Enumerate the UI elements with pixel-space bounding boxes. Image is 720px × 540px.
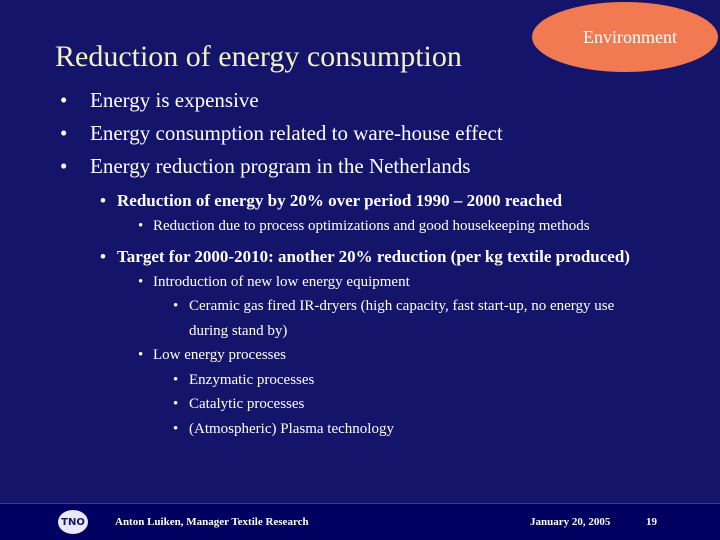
bullet-text: Low energy processes	[153, 347, 287, 363]
bullet-marker: •	[173, 371, 179, 388]
bullet-list: • Energy is expensive • Energy consumption …	[0, 84, 720, 441]
bullet-text: Catalytic processes	[189, 396, 305, 412]
bullet-item: • Ceramic gas fired IR-dryers (high capac…	[173, 294, 649, 343]
bullet-text: Introduction of new low energy equipment	[153, 273, 410, 290]
bullet-marker: •	[138, 218, 144, 234]
section-tag: Environment	[532, 2, 718, 72]
bullet-item: • Target for 2000-2010: another 20% reduc…	[100, 243, 647, 442]
bullet-text: Target for 2000-2010: another 20% reduct…	[117, 246, 630, 266]
footer-date: January 20, 2005	[530, 516, 611, 528]
page-number: 19	[646, 516, 657, 528]
bullet-text: Energy is expensive	[90, 88, 259, 112]
bullet-marker: •	[60, 154, 68, 178]
bullet-item: • Introduction of new low energy equipmen…	[138, 270, 623, 344]
bullet-marker: •	[138, 347, 144, 363]
bullet-marker: •	[60, 121, 68, 145]
bullet-item: • Energy is expensive	[60, 84, 680, 117]
bullet-marker: •	[138, 273, 144, 290]
footer-author: Anton Luiken, Manager Textile Research	[115, 516, 309, 528]
logo: TNO	[58, 510, 88, 534]
bullet-marker: •	[173, 298, 179, 314]
bullet-marker: •	[100, 246, 106, 266]
bullet-marker: •	[60, 88, 68, 112]
bullet-text: Enzymatic processes	[189, 371, 315, 388]
bullet-item: • Low energy processes • Enzymatic processe…	[138, 343, 623, 441]
bullet-item: • Catalytic processes	[173, 392, 649, 417]
bullet-text: Energy reduction program in the Netherla…	[90, 154, 471, 178]
bullet-item: • Reduction due to process optimizations …	[138, 214, 623, 239]
bullet-text: Reduction due to process optimizations a…	[153, 218, 590, 234]
slide-title: Reduction of energy consumption	[55, 40, 462, 73]
bullet-text: (Atmospheric) Plasma technology	[189, 420, 394, 437]
bullet-text: Energy consumption related to ware-house…	[90, 121, 503, 145]
bullet-marker: •	[173, 420, 179, 437]
bullet-item: • Reduction of energy by 20% over period …	[100, 187, 647, 239]
bullet-item: • Energy reduction program in the Netherl…	[60, 150, 680, 442]
bullet-text: Reduction of energy by 20% over period 1…	[117, 191, 563, 210]
bullet-marker: •	[100, 191, 106, 210]
bullet-marker: •	[173, 396, 179, 412]
bullet-text: Ceramic gas fired IR-dryers (high capaci…	[189, 298, 615, 339]
bullet-item: • (Atmospheric) Plasma technology	[173, 417, 649, 442]
bullet-item: • Enzymatic processes	[173, 368, 649, 393]
footer: TNO Anton Luiken, Manager Textile Resear…	[0, 503, 720, 540]
bullet-item: • Energy consumption related to ware-hous…	[60, 117, 680, 150]
